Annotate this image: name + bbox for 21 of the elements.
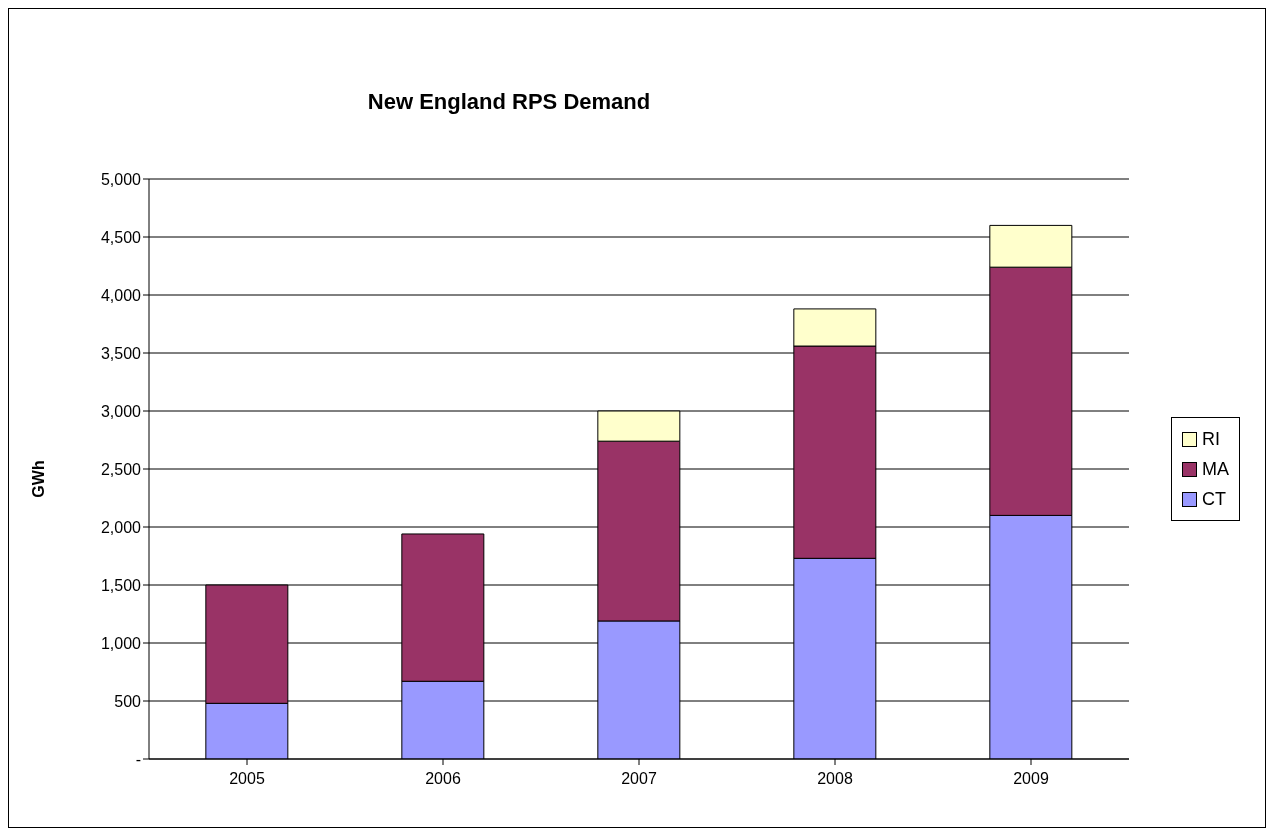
y-tick-label: 4,500 — [100, 228, 142, 246]
legend-label: CT — [1202, 488, 1226, 510]
y-tick-label: 4,000 — [100, 286, 142, 304]
y-axis-title: GWh — [30, 460, 48, 498]
y-tick-label: 3,500 — [100, 344, 142, 362]
y-tick-label: 2,500 — [100, 460, 142, 478]
x-tick-label: 2005 — [229, 770, 265, 788]
y-tick-label: 3,000 — [100, 402, 142, 420]
x-tick-label: 2006 — [425, 770, 461, 788]
y-tick-label: 1,500 — [100, 576, 142, 594]
chart-title: New England RPS Demand — [366, 89, 652, 115]
y-tick-label: 500 — [114, 692, 142, 710]
y-tick-label: 2,000 — [100, 518, 142, 536]
x-tick-label: 2007 — [621, 770, 657, 788]
x-tick-label: 2008 — [817, 770, 853, 788]
y-tick-label: - — [135, 750, 141, 768]
y-tick-label: 5,000 — [100, 170, 142, 188]
x-tick-label: 2009 — [1013, 770, 1049, 788]
legend-label: RI — [1202, 428, 1220, 450]
legend-label: MA — [1202, 458, 1229, 480]
y-tick-label: 1,000 — [100, 634, 142, 652]
